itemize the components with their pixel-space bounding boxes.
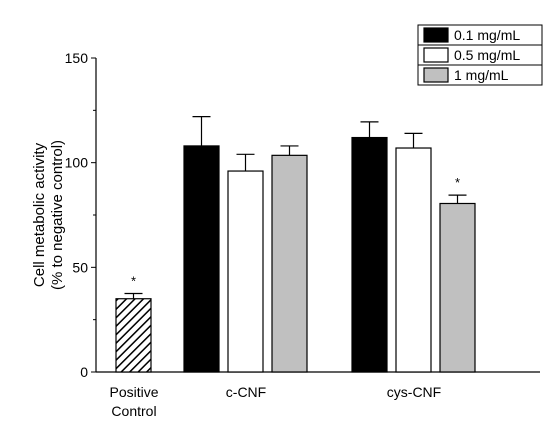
y-axis-title-line: Cell metabolic activity (31, 142, 48, 287)
y-tick-label: 50 (72, 259, 88, 275)
legend: 0.1 mg/mL 0.5 mg/mL 1 mg/mL (417, 24, 543, 86)
x-category-label: Control (111, 403, 156, 419)
bar (183, 145, 220, 373)
legend-swatch (423, 27, 449, 43)
bar (115, 298, 152, 373)
x-category-label: cys-CNF (387, 384, 441, 400)
legend-label: 0.1 mg/mL (454, 27, 520, 43)
significance-marker: * (455, 175, 460, 190)
y-axis-title-line: (% to negative control) (49, 140, 66, 290)
bar (439, 202, 476, 373)
legend-label: 0.5 mg/mL (454, 47, 520, 63)
bar (395, 147, 432, 373)
legend-swatch (423, 47, 449, 63)
y-axis-title: Cell metabolic activity(% to negative co… (31, 140, 66, 290)
x-category-label: c-CNF (226, 384, 266, 400)
bar (227, 170, 264, 373)
significance-marker: * (131, 274, 136, 289)
y-tick-label: 0 (80, 364, 88, 380)
legend-swatch (423, 67, 449, 83)
x-category-label: Positive (109, 384, 158, 400)
y-tick-label: 150 (65, 50, 89, 66)
bar (351, 136, 388, 373)
legend-label: 1 mg/mL (454, 67, 509, 83)
y-tick-label: 100 (65, 155, 89, 171)
plot-area: 0 50 100 150 Cell metabolic activity(% to ne… (31, 50, 540, 419)
bar (271, 154, 308, 373)
